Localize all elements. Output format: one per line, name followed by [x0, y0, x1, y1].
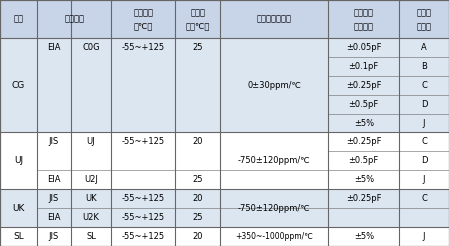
Text: -55~+125: -55~+125: [122, 232, 165, 241]
Text: U2K: U2K: [83, 213, 99, 222]
Text: 度（℃）: 度（℃）: [185, 23, 210, 32]
Text: ±5%: ±5%: [354, 119, 374, 127]
Text: UK: UK: [12, 204, 25, 213]
Text: -55~+125: -55~+125: [122, 43, 165, 52]
Text: ±0.25pF: ±0.25pF: [346, 81, 382, 90]
Text: 20: 20: [192, 232, 203, 241]
Bar: [0, 132, 449, 189]
Text: JIS: JIS: [48, 138, 59, 146]
Bar: [0, 38, 449, 132]
Text: C: C: [421, 194, 427, 203]
Text: ±0.1pF: ±0.1pF: [348, 62, 379, 71]
Text: -750±120ppm/℃: -750±120ppm/℃: [238, 156, 311, 165]
Text: 静电容量: 静电容量: [354, 9, 374, 18]
Text: SL: SL: [86, 232, 96, 241]
Text: UJ: UJ: [14, 156, 23, 165]
Text: -55~+125: -55~+125: [122, 138, 165, 146]
Text: 差代码: 差代码: [417, 23, 431, 32]
Text: 25: 25: [192, 175, 203, 184]
Text: UJ: UJ: [87, 138, 95, 146]
Bar: [0, 227, 449, 246]
Text: U2J: U2J: [84, 175, 98, 184]
Text: D: D: [421, 100, 427, 108]
Text: -55~+125: -55~+125: [122, 213, 165, 222]
Text: B: B: [421, 62, 427, 71]
Text: J: J: [423, 119, 425, 127]
Text: CG: CG: [12, 81, 25, 90]
Text: EIA: EIA: [47, 213, 61, 222]
Text: 允许偏差: 允许偏差: [354, 23, 374, 32]
Text: 20: 20: [192, 138, 203, 146]
Text: -750±120ppm/℃: -750±120ppm/℃: [238, 204, 311, 213]
Text: 静电容量变化率: 静电容量变化率: [257, 15, 292, 23]
Text: JIS: JIS: [48, 194, 59, 203]
Text: ±5%: ±5%: [354, 232, 374, 241]
Text: A: A: [421, 43, 427, 52]
Text: 0±30ppm/℃: 0±30ppm/℃: [247, 81, 301, 90]
Text: +350~-1000ppm/℃: +350~-1000ppm/℃: [235, 232, 313, 241]
Text: （℃）: （℃）: [134, 23, 153, 32]
Text: -55~+125: -55~+125: [122, 194, 165, 203]
Text: J: J: [423, 232, 425, 241]
Text: C: C: [421, 138, 427, 146]
Text: EIA: EIA: [47, 175, 61, 184]
Text: C: C: [421, 81, 427, 90]
Text: ±0.25pF: ±0.25pF: [346, 138, 382, 146]
Text: 适用标准: 适用标准: [64, 15, 84, 23]
Text: D: D: [421, 156, 427, 165]
Text: 允许偏: 允许偏: [417, 9, 431, 18]
Text: UK: UK: [85, 194, 97, 203]
Bar: [0, 189, 449, 227]
Text: 温度范围: 温度范围: [133, 9, 153, 18]
Text: EIA: EIA: [47, 43, 61, 52]
Text: SL: SL: [13, 232, 24, 241]
Text: 代码: 代码: [13, 15, 23, 23]
Text: J: J: [423, 175, 425, 184]
Text: 25: 25: [192, 213, 203, 222]
Text: ±0.5pF: ±0.5pF: [348, 156, 379, 165]
Text: JIS: JIS: [48, 232, 59, 241]
Text: ±0.05pF: ±0.05pF: [346, 43, 382, 52]
Text: C0G: C0G: [82, 43, 100, 52]
Text: 25: 25: [192, 43, 203, 52]
Text: ±0.5pF: ±0.5pF: [348, 100, 379, 108]
Text: ±5%: ±5%: [354, 175, 374, 184]
Text: ±0.25pF: ±0.25pF: [346, 194, 382, 203]
Bar: [0, 0, 449, 38]
Text: 基准温: 基准温: [190, 9, 205, 18]
Text: 20: 20: [192, 194, 203, 203]
